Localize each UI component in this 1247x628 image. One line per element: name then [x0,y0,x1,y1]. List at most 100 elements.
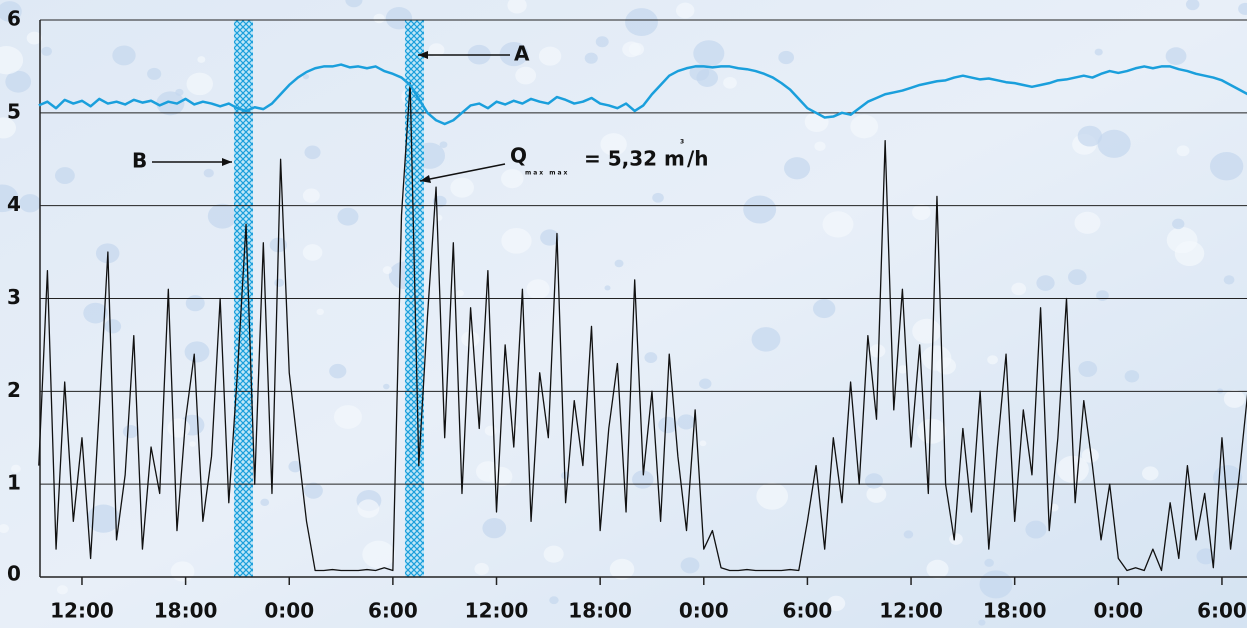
droplet [1141,466,1159,481]
x-tick-label: 18:00 [983,599,1047,623]
droplet [450,177,474,198]
droplet [677,414,696,430]
droplet [302,188,320,203]
droplet [864,473,883,489]
droplet [147,67,162,80]
droplet [304,145,321,160]
droplet [197,56,206,63]
label-b: B [132,149,147,173]
arrow-head [418,51,428,59]
x-tick-label: 12:00 [879,599,943,623]
droplet [756,482,789,510]
label-q-value: = 5,32 m [584,147,685,171]
droplet [1094,48,1103,56]
droplet [84,603,104,619]
droplet [184,341,210,363]
x-tick-label: 6:00 [1197,599,1247,623]
droplet [1196,548,1216,565]
y-tick-label: 5 [7,99,21,123]
droplet [439,141,448,148]
droplet [499,41,529,67]
droplet [1223,275,1235,285]
droplet [507,0,527,14]
x-tick-label: 0:00 [1093,599,1143,623]
droplet [850,114,879,139]
droplet [584,52,598,64]
droplet [288,460,302,473]
droplet [1078,360,1098,377]
droplet [86,504,121,533]
y-tick-label: 1 [7,471,21,495]
droplet [474,562,489,576]
droplet [912,204,931,221]
droplet [0,523,10,534]
droplet [167,418,191,438]
droplet [751,327,781,352]
x-tick-label: 12:00 [50,599,114,623]
droplet [83,302,108,324]
droplet [373,13,385,24]
droplet [357,499,380,518]
arrow-head [420,175,431,183]
droplet [812,299,836,319]
droplet [1067,269,1087,285]
plot: 0 1 2 3 4 5 6 12:00 18:00 0:00 6:00 12:00 18:00 0:00 6… [7,7,1247,623]
x-tick-label: 6:00 [368,599,418,623]
droplet [482,518,507,539]
droplet [112,45,136,66]
droplet [658,416,678,434]
droplet [822,211,854,238]
droplet [979,570,1013,599]
droplet [1185,0,1200,11]
droplet [185,295,205,312]
annotations: A B Q max max = 5,32 m 3 /h [132,42,709,183]
droplet [827,595,846,612]
y-tick-label: 2 [7,378,21,402]
droplet [903,530,914,539]
droplet [303,482,323,499]
droplet [461,331,480,347]
droplet [274,278,285,288]
droplet [628,42,645,56]
droplet [804,111,829,133]
droplet [1011,282,1027,296]
droplet [917,418,947,444]
droplet [526,279,550,300]
droplet [1209,152,1244,181]
x-tick-label: 6:00 [783,599,833,623]
droplet [345,0,363,8]
droplet [609,558,635,580]
droplet [329,363,347,379]
droplet [475,461,501,482]
droplet [1056,455,1089,483]
droplet [383,383,390,390]
droplet [869,344,886,358]
droplet [1077,125,1103,147]
droplet [680,557,700,574]
y-tick-label: 6 [7,7,21,31]
droplet [543,545,564,563]
droplet [1025,520,1047,539]
droplet [652,192,664,203]
droplet [699,378,712,389]
droplet [600,133,627,156]
droplet [696,68,719,87]
droplet [1238,2,1247,15]
droplet [987,355,998,365]
droplet [189,441,196,447]
label-q-sup: 3 [680,139,684,146]
droplet [501,169,524,189]
droplet [5,70,32,93]
droplet [41,46,53,56]
droplet [337,207,359,226]
droplet [1165,47,1187,65]
x-tick-label: 18:00 [568,599,632,623]
droplet [897,365,908,374]
droplet [676,2,695,19]
droplet [260,498,270,507]
droplet [0,184,19,213]
